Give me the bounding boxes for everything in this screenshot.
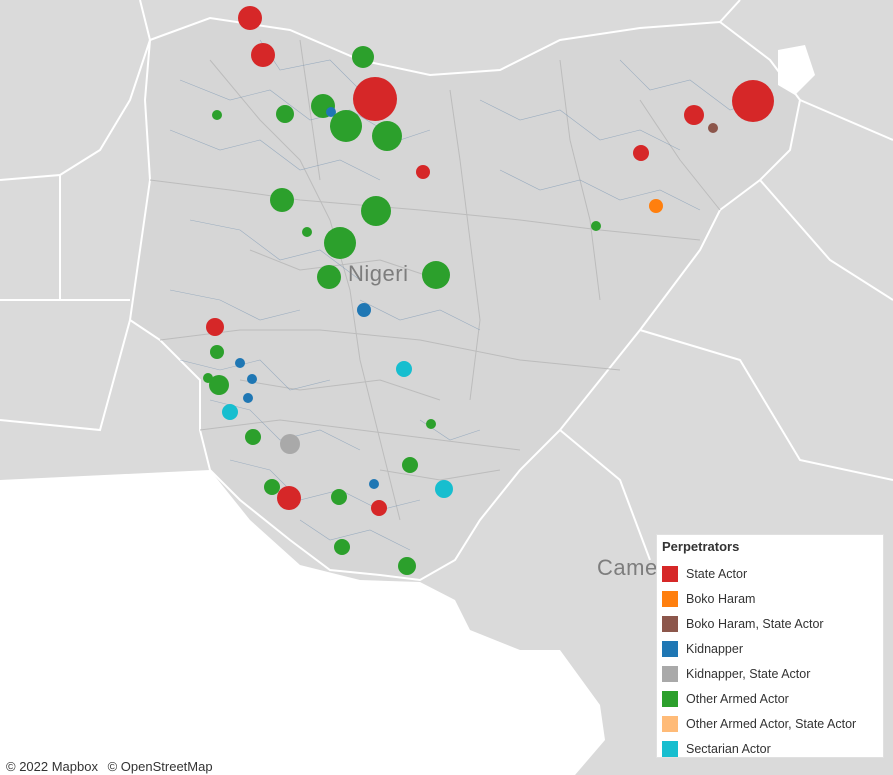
- marker-other-armed-actor[interactable]: [324, 227, 356, 259]
- legend-item[interactable]: State Actor: [662, 561, 883, 586]
- marker-state-actor[interactable]: [251, 43, 275, 67]
- legend-swatch: [662, 565, 678, 582]
- legend-swatch: [662, 715, 678, 732]
- marker-state-actor[interactable]: [371, 500, 387, 516]
- marker-other-armed-actor[interactable]: [398, 557, 416, 575]
- legend-label: Boko Haram: [686, 591, 756, 606]
- marker-other-armed-actor[interactable]: [210, 345, 224, 359]
- legend-item[interactable]: Boko Haram, State Actor: [662, 611, 883, 636]
- marker-kidnapper[interactable]: [326, 107, 336, 117]
- marker-other-armed-actor[interactable]: [270, 188, 294, 212]
- marker-kidnapper[interactable]: [369, 479, 379, 489]
- osm-attribution-link[interactable]: © OpenStreetMap: [107, 759, 213, 774]
- legend-item[interactable]: Other Armed Actor: [662, 686, 883, 711]
- marker-other-armed-actor[interactable]: [372, 121, 402, 151]
- marker-sectarian-actor[interactable]: [222, 404, 238, 420]
- legend-swatch: [662, 690, 678, 707]
- gulf-of-guinea: [0, 470, 605, 775]
- legend-swatch: [662, 665, 678, 682]
- marker-boko-haram-state-actor[interactable]: [708, 123, 718, 133]
- marker-state-actor[interactable]: [416, 165, 430, 179]
- marker-kidnapper[interactable]: [243, 393, 253, 403]
- marker-other-armed-actor[interactable]: [426, 419, 436, 429]
- marker-other-armed-actor[interactable]: [330, 110, 362, 142]
- country-borders: [0, 0, 893, 561]
- marker-state-actor[interactable]: [238, 6, 262, 30]
- legend-item[interactable]: Boko Haram: [662, 586, 883, 611]
- marker-other-armed-actor[interactable]: [402, 457, 418, 473]
- legend-item[interactable]: Kidnapper, State Actor: [662, 661, 883, 686]
- marker-other-armed-actor[interactable]: [245, 429, 261, 445]
- legend-label: Sectarian Actor: [686, 741, 771, 756]
- legend-swatch: [662, 615, 678, 632]
- marker-kidnapper[interactable]: [235, 358, 245, 368]
- marker-other-armed-actor[interactable]: [331, 489, 347, 505]
- marker-sectarian-actor[interactable]: [435, 480, 453, 498]
- marker-kidnapper-state-actor[interactable]: [280, 434, 300, 454]
- legend: Perpetrators State Actor Boko Haram Boko…: [656, 534, 884, 758]
- marker-other-armed-actor[interactable]: [302, 227, 312, 237]
- legend-label: Other Armed Actor, State Actor: [686, 716, 857, 731]
- country-label-cameroon: Camer: [597, 555, 666, 580]
- legend-title: Perpetrators: [662, 539, 740, 554]
- incident-markers[interactable]: [203, 6, 774, 575]
- marker-state-actor[interactable]: [633, 145, 649, 161]
- marker-sectarian-actor[interactable]: [396, 361, 412, 377]
- marker-other-armed-actor[interactable]: [209, 375, 229, 395]
- legend-swatch: [662, 590, 678, 607]
- marker-other-armed-actor[interactable]: [212, 110, 222, 120]
- marker-state-actor[interactable]: [353, 77, 397, 121]
- marker-other-armed-actor[interactable]: [264, 479, 280, 495]
- legend-item[interactable]: Other Armed Actor, State Actor: [662, 711, 883, 736]
- state-boundaries: [149, 39, 721, 521]
- marker-state-actor[interactable]: [732, 80, 774, 122]
- lake-chad: [778, 45, 815, 95]
- marker-other-armed-actor[interactable]: [334, 539, 350, 555]
- legend-label: Kidnapper: [686, 641, 743, 656]
- marker-other-armed-actor[interactable]: [317, 265, 341, 289]
- legend-label: Kidnapper, State Actor: [686, 666, 811, 681]
- map-attribution: © 2022 Mapbox © OpenStreetMap: [6, 759, 219, 774]
- marker-kidnapper[interactable]: [247, 374, 257, 384]
- legend-label: State Actor: [686, 566, 748, 581]
- legend-item[interactable]: Sectarian Actor: [662, 736, 883, 761]
- marker-other-armed-actor[interactable]: [591, 221, 601, 231]
- marker-kidnapper[interactable]: [357, 303, 371, 317]
- marker-boko-haram[interactable]: [649, 199, 663, 213]
- marker-state-actor[interactable]: [277, 486, 301, 510]
- marker-state-actor[interactable]: [206, 318, 224, 336]
- marker-other-armed-actor[interactable]: [352, 46, 374, 68]
- marker-other-armed-actor[interactable]: [276, 105, 294, 123]
- country-label-nigeria: Nigeri: [348, 261, 409, 286]
- marker-state-actor[interactable]: [684, 105, 704, 125]
- legend-swatch: [662, 740, 678, 757]
- marker-other-armed-actor[interactable]: [361, 196, 391, 226]
- marker-other-armed-actor[interactable]: [422, 261, 450, 289]
- legend-label: Boko Haram, State Actor: [686, 616, 824, 631]
- legend-label: Other Armed Actor: [686, 691, 789, 706]
- legend-item[interactable]: Kidnapper: [662, 636, 883, 661]
- legend-swatch: [662, 640, 678, 657]
- mapbox-attribution-link[interactable]: © 2022 Mapbox: [6, 759, 98, 774]
